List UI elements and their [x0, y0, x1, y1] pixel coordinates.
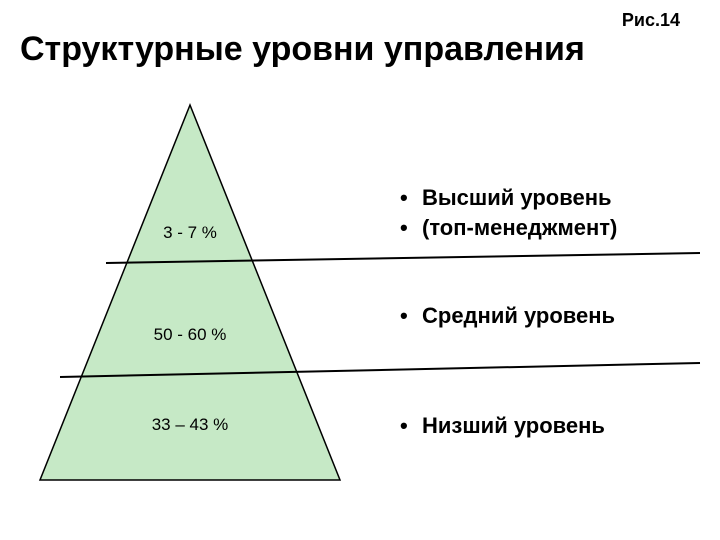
pct-label-low: 33 – 43 %: [130, 415, 250, 435]
pyramid-triangle: [20, 95, 360, 495]
bullet-top-2: (топ-менеджмент): [400, 215, 617, 241]
pct-label-top: 3 - 7 %: [130, 223, 250, 243]
bullet-mid-1: Средний уровень: [400, 303, 615, 329]
pct-label-mid: 50 - 60 %: [130, 325, 250, 345]
figure-label: Рис.14: [622, 10, 680, 31]
bullet-group-top: Высший уровень (топ-менеджмент): [400, 185, 617, 245]
bullet-top-1: Высший уровень: [400, 185, 617, 211]
diagram-area: 3 - 7 % 50 - 60 % 33 – 43 % Высший урове…: [0, 95, 720, 525]
bullet-group-mid: Средний уровень: [400, 303, 615, 333]
main-title: Структурные уровни управления: [20, 30, 710, 69]
bullet-group-low: Низший уровень: [400, 413, 605, 443]
bullet-low-1: Низший уровень: [400, 413, 605, 439]
